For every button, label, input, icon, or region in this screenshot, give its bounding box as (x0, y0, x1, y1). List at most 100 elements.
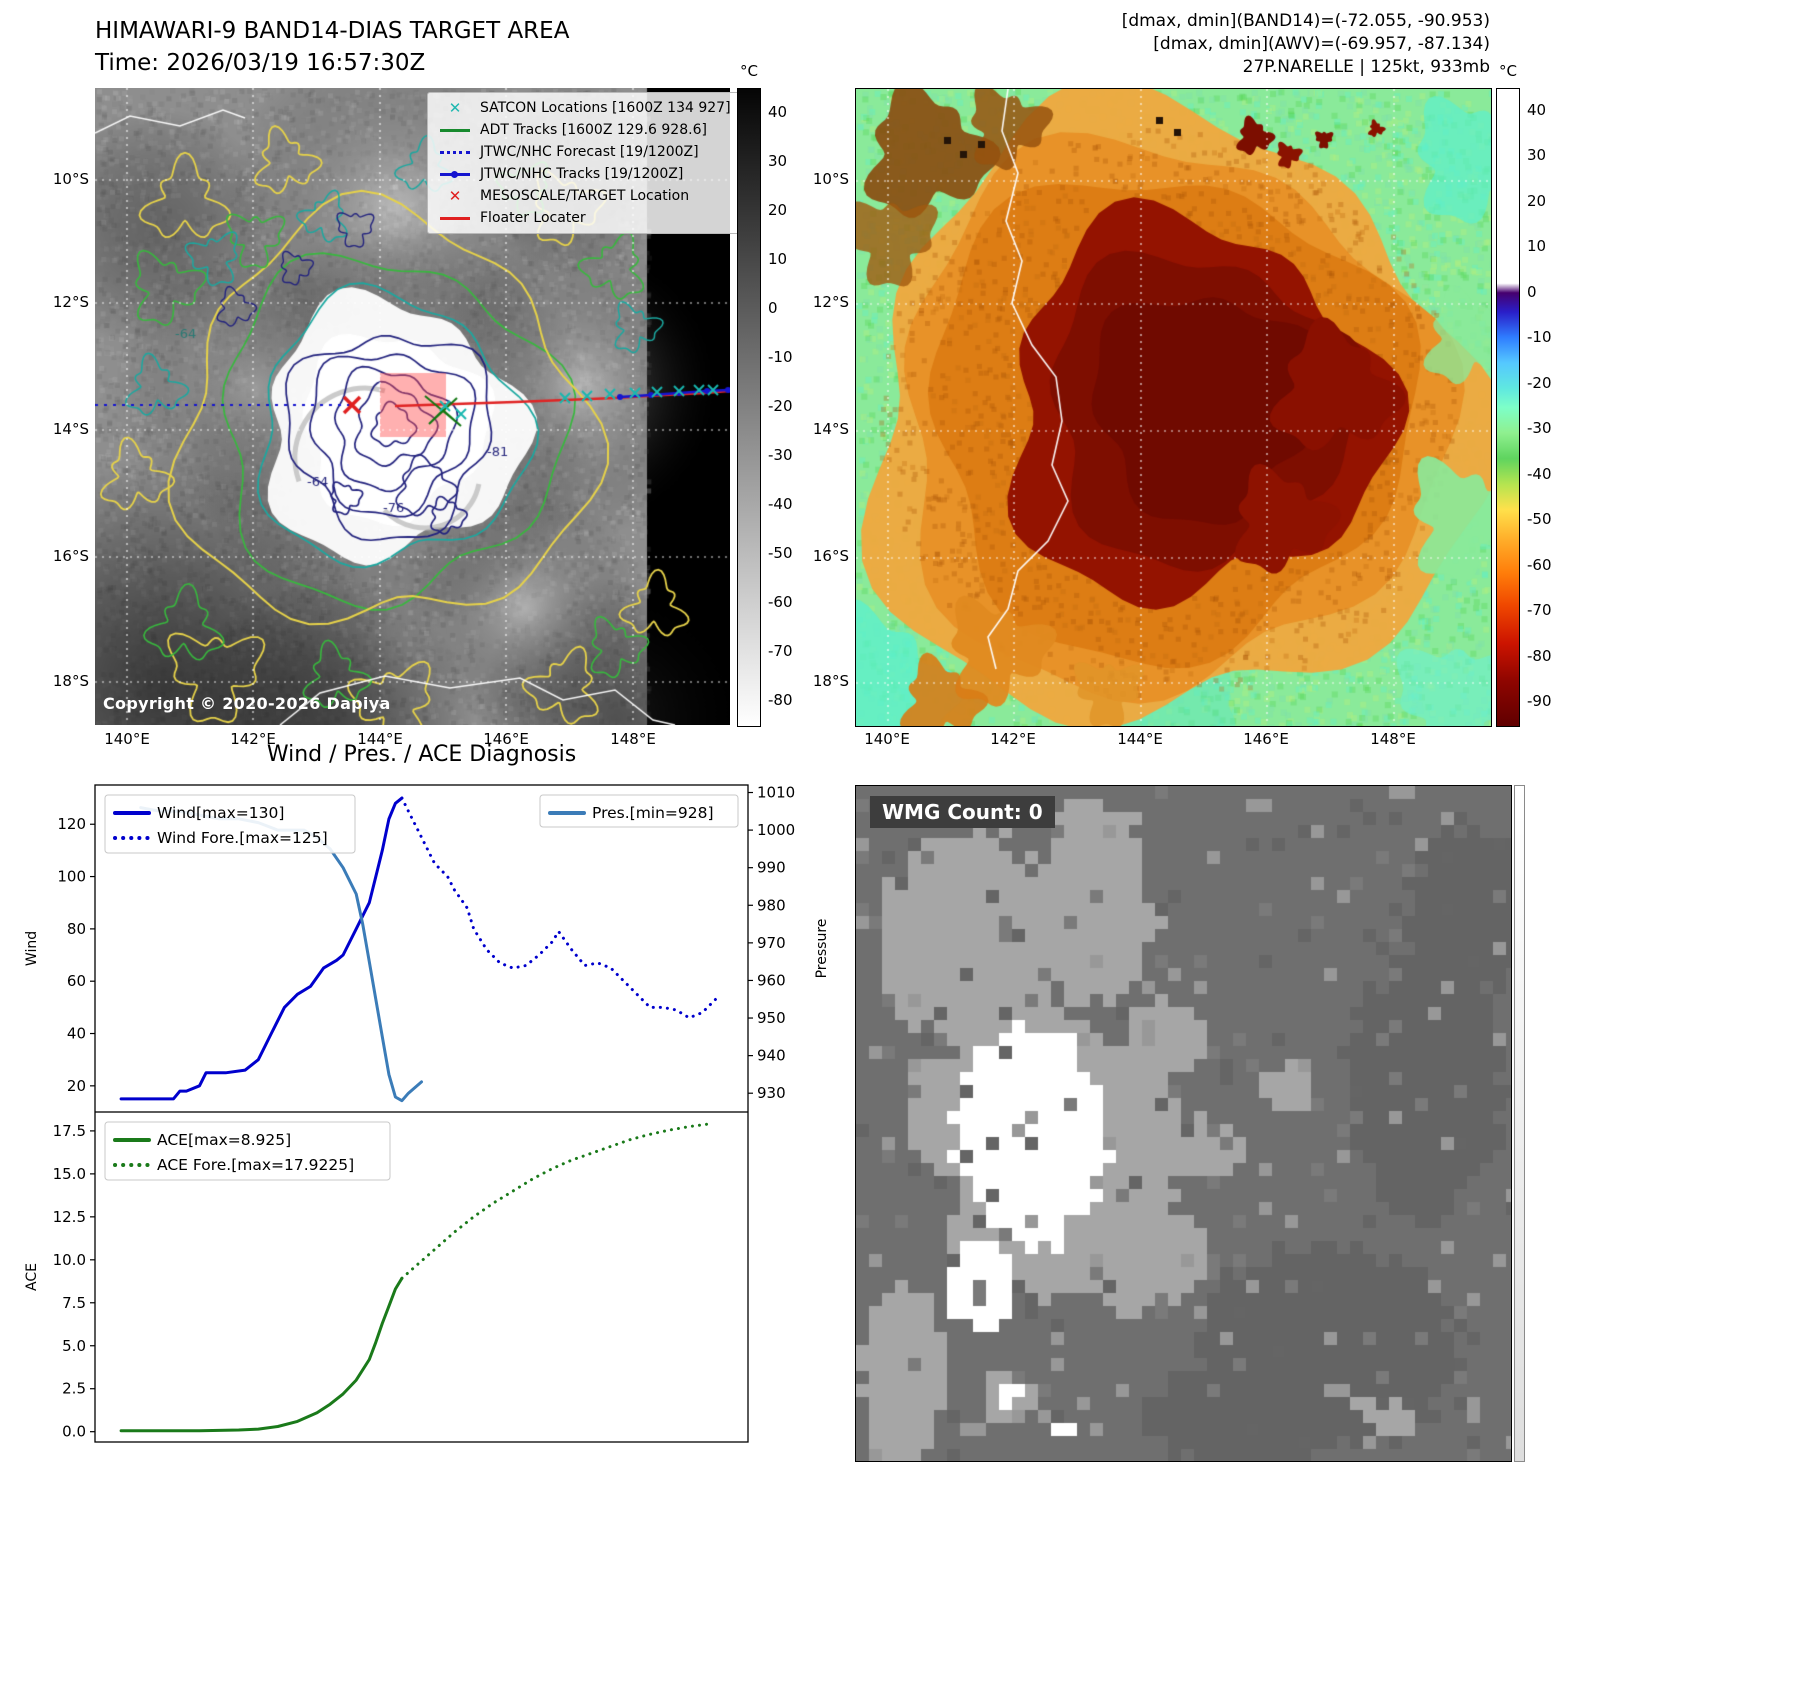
y-tick-label: 60 (67, 972, 86, 990)
colorbar-tick-label: 0 (1527, 282, 1537, 301)
y-tick-label-right: 990 (757, 859, 786, 877)
colorbar-tick-label: -40 (1527, 464, 1552, 483)
colorbar-tick-label: -20 (768, 396, 793, 415)
y-tick-label: 12.5 (53, 1208, 86, 1226)
lat-tick-label: 16°S (52, 547, 89, 565)
legend-entry-label: Pres.[min=928] (592, 804, 714, 822)
lon-tick-label: 142°E (990, 730, 1036, 748)
colorbar-tick-label: 30 (1527, 146, 1547, 165)
chart-legend-box (539, 794, 739, 828)
y-tick-label-right: 930 (757, 1084, 786, 1102)
y-tick-label: 7.5 (62, 1294, 86, 1312)
dmax-dmin-band14-text: [dmax, dmin](BAND14)=(-72.055, -90.953) (1121, 11, 1490, 31)
y-tick-label: 15.0 (53, 1165, 86, 1183)
y-tick-label-right: 950 (757, 1009, 786, 1027)
y-tick-label: 10.0 (53, 1251, 86, 1269)
colorbar-tick-label: -20 (1527, 373, 1552, 392)
awv-colorbar-unit: °C (1499, 62, 1517, 80)
band14-colorbar-unit: °C (740, 62, 758, 80)
legend-item-label: Floater Locater (480, 210, 586, 226)
legend-item-label: ADT Tracks [1600Z 129.6 928.6] (480, 122, 707, 138)
chart-legend-box (104, 1121, 391, 1181)
lat-tick-label: 16°S (812, 547, 849, 565)
lon-tick-label: 148°E (1370, 730, 1416, 748)
legend-item: JTWC/NHC Forecast [19/1200Z] (438, 144, 731, 160)
x-marker-icon: ✕ (448, 99, 462, 117)
y-tick-label-right: 1010 (757, 784, 795, 802)
ace-chart: 0.0 2.5 5.0 7.5 10.0 12.5 15.0 17.5 ACE ACE[max=8… (24, 1112, 749, 1443)
lon-tick-label: 142°E (230, 730, 276, 748)
y-axis-title-right: Pressure (814, 919, 830, 979)
series-line-1 (400, 1122, 711, 1280)
band14-colorbar-gradient (737, 88, 761, 727)
lon-tick-label: 146°E (1243, 730, 1289, 748)
y-tick-label: 120 (57, 815, 86, 833)
colorbar-tick-label: -70 (1527, 601, 1552, 620)
legend-item: Floater Locater (438, 210, 731, 226)
y-tick-label: 0.0 (62, 1423, 86, 1441)
lon-tick-label: 144°E (357, 730, 403, 748)
charts-title: Wind / Pres. / ACE Diagnosis (266, 742, 577, 767)
lat-tick-label: 14°S (52, 420, 89, 438)
lat-tick-label: 12°S (812, 293, 849, 311)
legend-item-label: JTWC/NHC Tracks [19/1200Z] (480, 166, 684, 182)
legend-entry-label: Wind Fore.[max=125] (157, 829, 328, 847)
storm-id-intensity-text: 27P.NARELLE | 125kt, 933mb (1242, 57, 1490, 77)
y-tick-label-right: 1000 (757, 821, 795, 839)
lat-tick-label: 10°S (812, 170, 849, 188)
lat-tick-label: 18°S (812, 672, 849, 690)
band14-map-panel: ✕ SATCON Locations [1600Z 134 927] ADT Tra… (95, 88, 742, 725)
lat-tick-label: 10°S (52, 170, 89, 188)
colorbar-tick-label: 10 (1527, 237, 1547, 256)
line-marker-icon (438, 145, 472, 159)
awv-satellite-canvas (856, 89, 1491, 726)
page-title: HIMAWARI-9 BAND14-DIAS TARGET AREA (95, 18, 570, 44)
header-right-block: [dmax, dmin](BAND14)=(-72.055, -90.953) … (1000, 10, 1490, 79)
line-marker-icon (438, 123, 472, 137)
colorbar-tick-label: -60 (768, 592, 793, 611)
awv-map-panel (855, 88, 1492, 727)
colorbar-tick-label: -40 (768, 494, 793, 513)
lon-tick-label: 148°E (610, 730, 656, 748)
line-marker-icon (438, 167, 472, 181)
colorbar-tick-label: 40 (1527, 100, 1547, 119)
colorbar-tick-label: 40 (768, 102, 788, 121)
legend-item: ✕ SATCON Locations [1600Z 134 927] (438, 99, 731, 117)
page-subtitle-time: Time: 2026/03/19 16:57:30Z (95, 50, 426, 76)
legend-item: JTWC/NHC Tracks [19/1200Z] (438, 166, 731, 182)
colorbar-tick-label: -80 (768, 690, 793, 709)
lat-tick-label: 12°S (52, 293, 89, 311)
map-legend: ✕ SATCON Locations [1600Z 134 927] ADT Tra… (427, 92, 742, 234)
lon-tick-label: 144°E (1117, 730, 1163, 748)
legend-entry-label: ACE[max=8.925] (157, 1131, 291, 1149)
colorbar-tick-label: -50 (768, 543, 793, 562)
y-axis-title: Wind (24, 931, 40, 966)
lat-tick-label: 18°S (52, 672, 89, 690)
wmg-panel: WMG Count: 0 (855, 785, 1512, 1462)
wind-pressure-chart: 20 40 60 80 100 120 930 940 950 960 970 980 990 1000 1… (24, 784, 830, 1112)
lon-tick-label: 140°E (864, 730, 910, 748)
y-tick-label-right: 980 (757, 896, 786, 914)
colorbar-tick-label: -10 (768, 347, 793, 366)
copyright-text: Copyright © 2020-2026 Dapiya (103, 694, 391, 713)
y-tick-label: 2.5 (62, 1380, 86, 1398)
awv-colorbar-gradient (1496, 88, 1520, 727)
chart-frame (94, 1112, 749, 1443)
colorbar-tick-label: -80 (1527, 646, 1552, 665)
colorbar-tick-label: 20 (768, 200, 788, 219)
legend-entry-label: ACE Fore.[max=17.9225] (157, 1156, 354, 1174)
colorbar-tick-label: -90 (1527, 692, 1552, 711)
wmg-map-canvas (856, 786, 1511, 1461)
lon-tick-label: 146°E (483, 730, 529, 748)
line-marker-icon (438, 211, 472, 225)
colorbar-tick-label: -60 (1527, 555, 1552, 574)
y-tick-label-right: 970 (757, 934, 786, 952)
colorbar-tick-label: -70 (768, 641, 793, 660)
wmg-count-label: WMG Count: 0 (870, 796, 1055, 828)
y-tick-label: 20 (67, 1077, 86, 1095)
colorbar-tick-label: -30 (768, 445, 793, 464)
legend-item: ✕ MESOSCALE/TARGET Location (438, 187, 731, 205)
colorbar-tick-label: 10 (768, 249, 788, 268)
legend-entry-label: Wind[max=130] (157, 804, 284, 822)
